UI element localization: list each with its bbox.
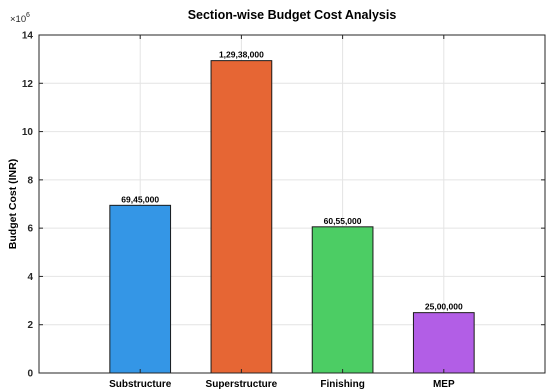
bar-value-label: 60,55,000 xyxy=(324,216,362,226)
y-tick-label: 8 xyxy=(27,175,33,186)
y-tick-label: 2 xyxy=(27,320,33,331)
y-tick-label: 0 xyxy=(27,369,33,380)
y-tick-label: 10 xyxy=(22,127,34,138)
y-tick-label: 6 xyxy=(27,224,33,235)
x-axis-categories: Substructure Superstructure Finishing MEP xyxy=(109,35,455,390)
bar-mep xyxy=(412,312,475,374)
plot-frame xyxy=(38,34,546,374)
x-category-label: Finishing xyxy=(320,379,364,390)
x-category-label: Substructure xyxy=(109,379,172,390)
chart-title: Section-wise Budget Cost Analysis xyxy=(188,8,397,22)
bar-value-label: 25,00,000 xyxy=(425,302,463,312)
y-axis-ticks: 0 2 4 6 8 10 12 14 xyxy=(22,31,545,380)
x-category-label: MEP xyxy=(433,379,455,390)
bar-substructure xyxy=(109,204,172,374)
x-category-label: Superstructure xyxy=(206,379,278,390)
y-axis-label: Budget Cost (INR) xyxy=(7,159,19,249)
bar-superstructure xyxy=(210,60,273,374)
bars xyxy=(109,60,475,374)
y-axis-exponent-base: ×10 xyxy=(10,14,26,25)
bar-value-labels: 69,45,000 1,29,38,000 60,55,000 25,00,000 xyxy=(121,50,463,312)
bar-value-label: 1,29,38,000 xyxy=(219,50,264,60)
bar-finishing xyxy=(311,226,374,374)
bar-value-label: 69,45,000 xyxy=(121,194,159,204)
y-tick-label: 14 xyxy=(22,31,34,42)
y-axis-exponent: ×10 6 xyxy=(10,12,30,25)
y-tick-label: 12 xyxy=(22,79,34,90)
y-axis-exponent-power: 6 xyxy=(26,12,30,19)
y-tick-label: 4 xyxy=(27,272,33,283)
